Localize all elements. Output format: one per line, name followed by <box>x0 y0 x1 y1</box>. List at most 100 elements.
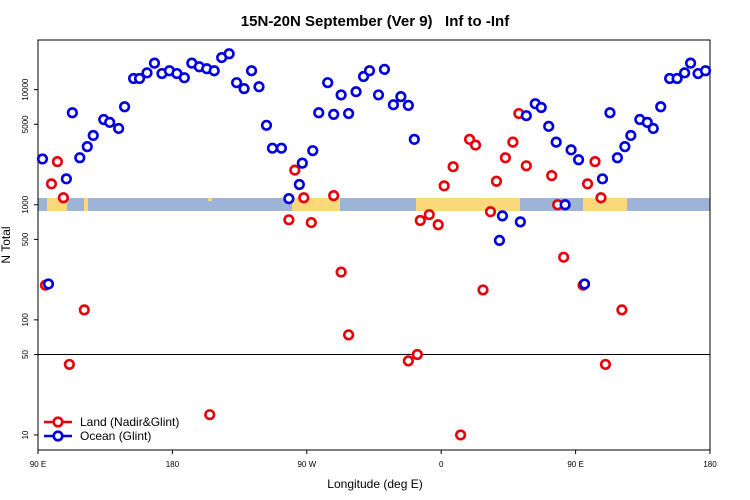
point <box>328 190 340 202</box>
point <box>520 110 532 122</box>
x-tick-label: 90 W <box>297 460 316 469</box>
point <box>266 142 279 154</box>
land-strip <box>208 198 212 201</box>
y-tick-label: 500 <box>21 232 30 246</box>
point <box>283 193 295 205</box>
point <box>141 67 153 79</box>
land-strip <box>583 198 627 211</box>
point <box>296 157 308 169</box>
point <box>313 107 325 119</box>
point <box>363 65 376 77</box>
point <box>581 178 594 190</box>
point <box>275 142 288 154</box>
point <box>133 72 146 85</box>
point <box>599 358 612 371</box>
point <box>178 72 190 84</box>
point <box>395 91 407 103</box>
plot-frame <box>37 39 711 451</box>
point <box>484 206 497 218</box>
point <box>565 144 577 156</box>
point <box>378 63 391 75</box>
point <box>36 153 49 165</box>
x-tick-label: 90 E <box>567 460 583 469</box>
point <box>604 107 616 119</box>
point <box>647 122 659 135</box>
point <box>493 234 506 247</box>
map-strip <box>38 198 710 211</box>
point <box>305 216 317 229</box>
point <box>204 409 216 421</box>
y-tick-label: 100 <box>21 313 30 327</box>
point <box>699 65 712 77</box>
point <box>148 57 161 69</box>
y-tick-label: 10000 <box>21 78 30 101</box>
point <box>408 133 420 145</box>
point <box>671 72 683 85</box>
legend-marker <box>52 416 64 428</box>
point <box>335 266 347 278</box>
ocean-strip <box>38 198 710 211</box>
point <box>423 209 435 221</box>
point <box>104 116 116 128</box>
point <box>432 219 444 231</box>
point <box>514 216 526 228</box>
point <box>550 136 562 148</box>
point <box>558 251 570 263</box>
legend-marker <box>52 430 64 442</box>
point <box>208 65 220 77</box>
point <box>543 120 555 132</box>
point <box>447 161 459 173</box>
y-tick-label: 50 <box>21 350 30 359</box>
point <box>411 348 423 361</box>
point <box>253 81 265 93</box>
point <box>60 173 72 185</box>
point <box>387 99 400 111</box>
point <box>283 214 295 226</box>
point <box>655 101 667 113</box>
point <box>307 145 319 157</box>
x-tick-label: 180 <box>703 460 717 469</box>
point <box>595 192 607 204</box>
point <box>496 210 509 222</box>
point <box>611 152 624 164</box>
point <box>245 65 258 77</box>
x-axis-label: Longitude (deg E) <box>327 477 422 491</box>
point <box>119 101 131 113</box>
point <box>260 119 273 131</box>
point <box>477 284 489 296</box>
point <box>507 136 519 148</box>
point <box>298 192 310 204</box>
point <box>559 199 571 211</box>
point <box>625 129 637 142</box>
point <box>596 173 609 185</box>
point <box>328 108 340 120</box>
point <box>66 107 78 119</box>
point <box>414 214 426 227</box>
y-tick-label: 10 <box>21 430 30 439</box>
point <box>535 101 547 114</box>
point <box>490 175 503 187</box>
point <box>350 86 362 98</box>
chart-title: 15N-20N September (Ver 9) Inf to -Inf <box>241 13 510 30</box>
x-tick-label: 90 E <box>30 460 46 469</box>
point <box>45 178 58 190</box>
point <box>402 355 414 367</box>
point <box>619 141 631 153</box>
point <box>546 170 558 182</box>
point <box>343 107 355 120</box>
y-tick-label: 5000 <box>21 115 30 133</box>
point <box>293 178 305 191</box>
point <box>231 77 243 89</box>
point <box>335 89 347 101</box>
point <box>343 329 355 341</box>
point <box>289 164 301 176</box>
point <box>81 141 93 153</box>
point <box>322 77 334 89</box>
point <box>520 160 532 172</box>
point <box>87 129 99 142</box>
point <box>438 180 450 192</box>
land-strip <box>84 198 88 211</box>
point <box>572 154 585 166</box>
point <box>684 57 697 69</box>
